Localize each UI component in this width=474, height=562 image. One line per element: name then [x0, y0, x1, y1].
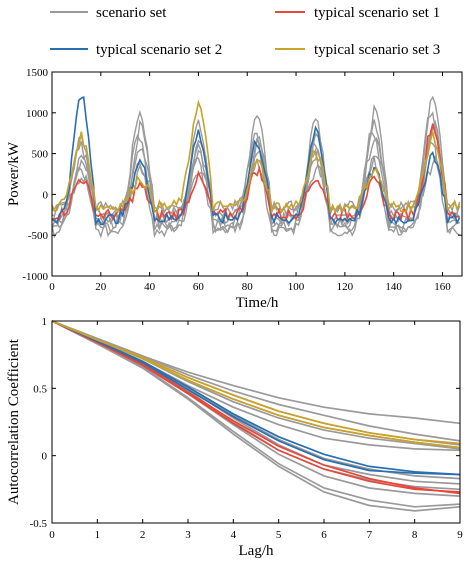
power-chart: 0 20 40 60 80 100 120 140 160 -1000 -500 0 500 1000 15… [6, 67, 462, 311]
autocorr-x-tick-label: 4 [231, 529, 237, 541]
legend-label: typical scenario set 3 [314, 42, 440, 58]
power-y-tick-label: -500 [28, 230, 49, 242]
power-ylabel: Power/kW [6, 141, 22, 206]
power-x-tick-label: 20 [95, 281, 107, 293]
legend: scenario set typical scenario set 1 typi… [50, 5, 440, 58]
autocorr-x-tick-label: 9 [457, 529, 463, 541]
autocorr-x-tick-label: 7 [367, 529, 373, 541]
autocorr-y-tick-label: -0.5 [30, 518, 48, 530]
power-xlabel: Time/h [236, 295, 279, 311]
power-x-tick-label: 160 [434, 281, 451, 293]
legend-label: typical scenario set 1 [314, 5, 440, 21]
power-series-line [52, 151, 460, 212]
autocorr-xlabel: Lag/h [239, 543, 274, 559]
power-axes: 0 20 40 60 80 100 120 140 160 -1000 -500 0 500 1000 15… [22, 67, 462, 293]
autocorr-y-tick-label: 0.5 [33, 383, 47, 395]
power-y-tick-label: 1000 [26, 108, 49, 120]
power-series-line [52, 113, 460, 228]
power-x-tick-label: 60 [193, 281, 205, 293]
legend-item-typical-3: typical scenario set 3 [275, 42, 440, 58]
autocorr-y-tick-label: 0 [42, 451, 48, 463]
autocorr-x-tick-label: 8 [412, 529, 418, 541]
autocorr-x-tick-label: 0 [49, 529, 55, 541]
power-x-tick-label: 100 [288, 281, 305, 293]
autocorr-x-tick-label: 3 [185, 529, 191, 541]
autocorr-series-group [52, 321, 460, 511]
legend-item-typical-2: typical scenario set 2 [50, 42, 222, 58]
power-y-tick-label: -1000 [22, 271, 48, 283]
autocorr-x-tick-label: 6 [321, 529, 327, 541]
legend-item-typical-1: typical scenario set 1 [275, 5, 440, 21]
autocorr-x-tick-label: 1 [95, 529, 101, 541]
power-x-tick-label: 80 [242, 281, 254, 293]
autocorr-series-line [52, 321, 460, 445]
autocorrelation-chart: 0 1 2 3 4 5 6 7 8 9-0.500.51 Lag/h Autocorrelatio… [6, 316, 463, 559]
autocorr-ylabel: Autocorrelation Coefficient [6, 338, 22, 505]
power-x-tick-label: 140 [385, 281, 402, 293]
autocorr-x-tick-label: 5 [276, 529, 282, 541]
legend-item-scenario-set: scenario set [50, 5, 167, 21]
power-y-tick-label: 0 [43, 189, 49, 201]
power-x-tick-label: 40 [144, 281, 156, 293]
legend-label: scenario set [96, 5, 167, 21]
legend-label: typical scenario set 2 [96, 42, 222, 58]
power-y-tick-label: 1500 [26, 67, 49, 79]
power-y-tick-label: 500 [32, 149, 49, 161]
autocorr-series-line [52, 321, 460, 441]
power-series-line [52, 124, 460, 216]
power-series-group [52, 97, 460, 237]
power-x-tick-label: 120 [337, 281, 354, 293]
autocorr-series-line [52, 321, 460, 449]
power-x-tick-label: 0 [49, 281, 55, 293]
autocorr-y-tick-label: 1 [42, 316, 48, 328]
autocorr-x-tick-label: 2 [140, 529, 146, 541]
